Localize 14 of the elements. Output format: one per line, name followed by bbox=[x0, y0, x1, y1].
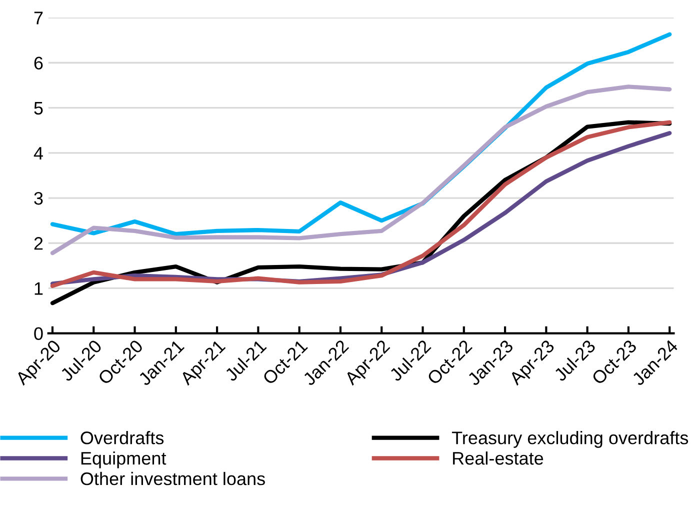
legend-label: Overdrafts bbox=[80, 431, 164, 444]
y-tick-label: 7 bbox=[34, 12, 43, 24]
y-tick-label: 6 bbox=[34, 56, 43, 70]
y-tick-label: 0 bbox=[34, 327, 43, 340]
line-series bbox=[50, 84, 672, 256]
legend-label: Treasury excluding overdrafts bbox=[452, 431, 688, 448]
y-tick-label: 1 bbox=[34, 282, 43, 295]
y-tick-label: 4 bbox=[34, 147, 43, 160]
legend-label: Other investment loans bbox=[80, 472, 265, 486]
y-tick-label: 5 bbox=[34, 102, 43, 115]
y-tick-label: 3 bbox=[34, 192, 43, 205]
y-tick-label: 2 bbox=[34, 237, 43, 250]
legend-label: Equipment bbox=[81, 451, 166, 468]
legend-label: Real-estate bbox=[453, 451, 544, 465]
